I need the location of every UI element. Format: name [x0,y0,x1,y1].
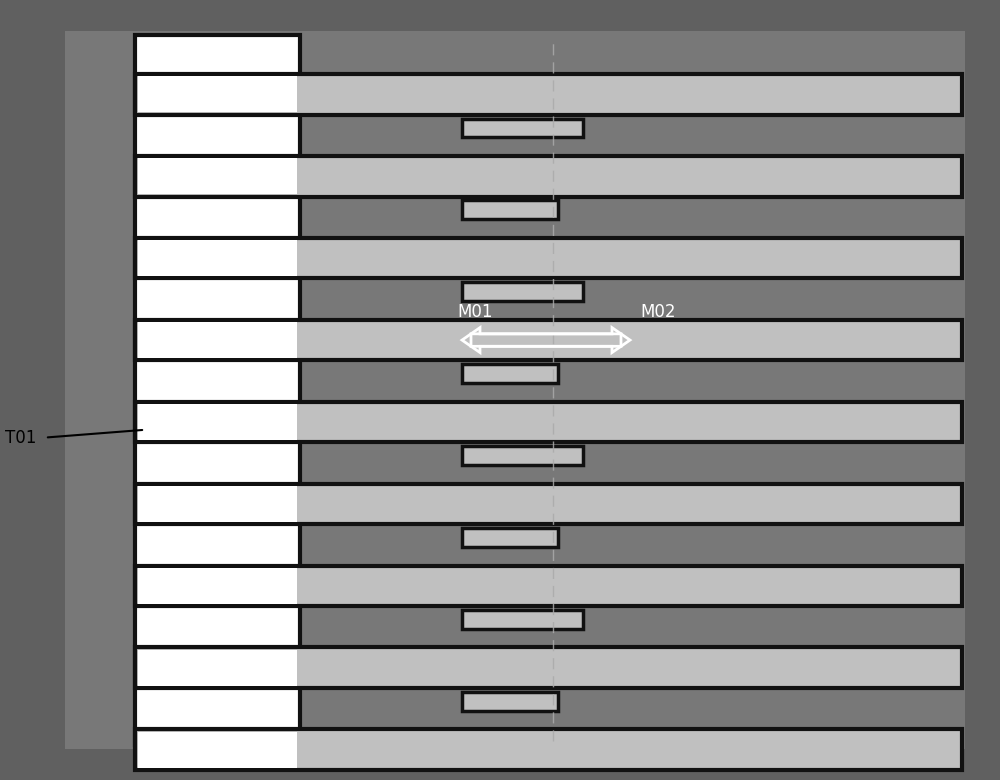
Bar [138,240,297,276]
Bar [462,610,583,629]
Bar [65,31,965,749]
Bar [135,238,962,278]
Bar [138,76,297,112]
Bar [138,404,297,440]
Bar [138,158,297,194]
Bar [462,692,558,711]
Text: T01: T01 [5,428,36,447]
Bar [135,647,962,688]
Bar [138,486,297,522]
Text: M01: M01 [457,303,492,321]
Bar [462,282,583,301]
Text: M02: M02 [640,303,676,321]
Bar [138,732,297,768]
Bar [462,446,583,465]
Bar [462,119,583,137]
Bar [138,650,297,686]
Bar [135,35,300,745]
Bar [135,74,962,115]
Bar [135,156,962,197]
Bar [462,528,558,547]
Bar [135,566,962,606]
Bar [135,402,962,442]
Bar [462,364,558,383]
Bar [135,729,962,770]
Bar [138,322,297,358]
Bar [138,568,297,604]
Bar [135,484,962,524]
Bar [135,320,962,360]
Bar [462,200,558,219]
